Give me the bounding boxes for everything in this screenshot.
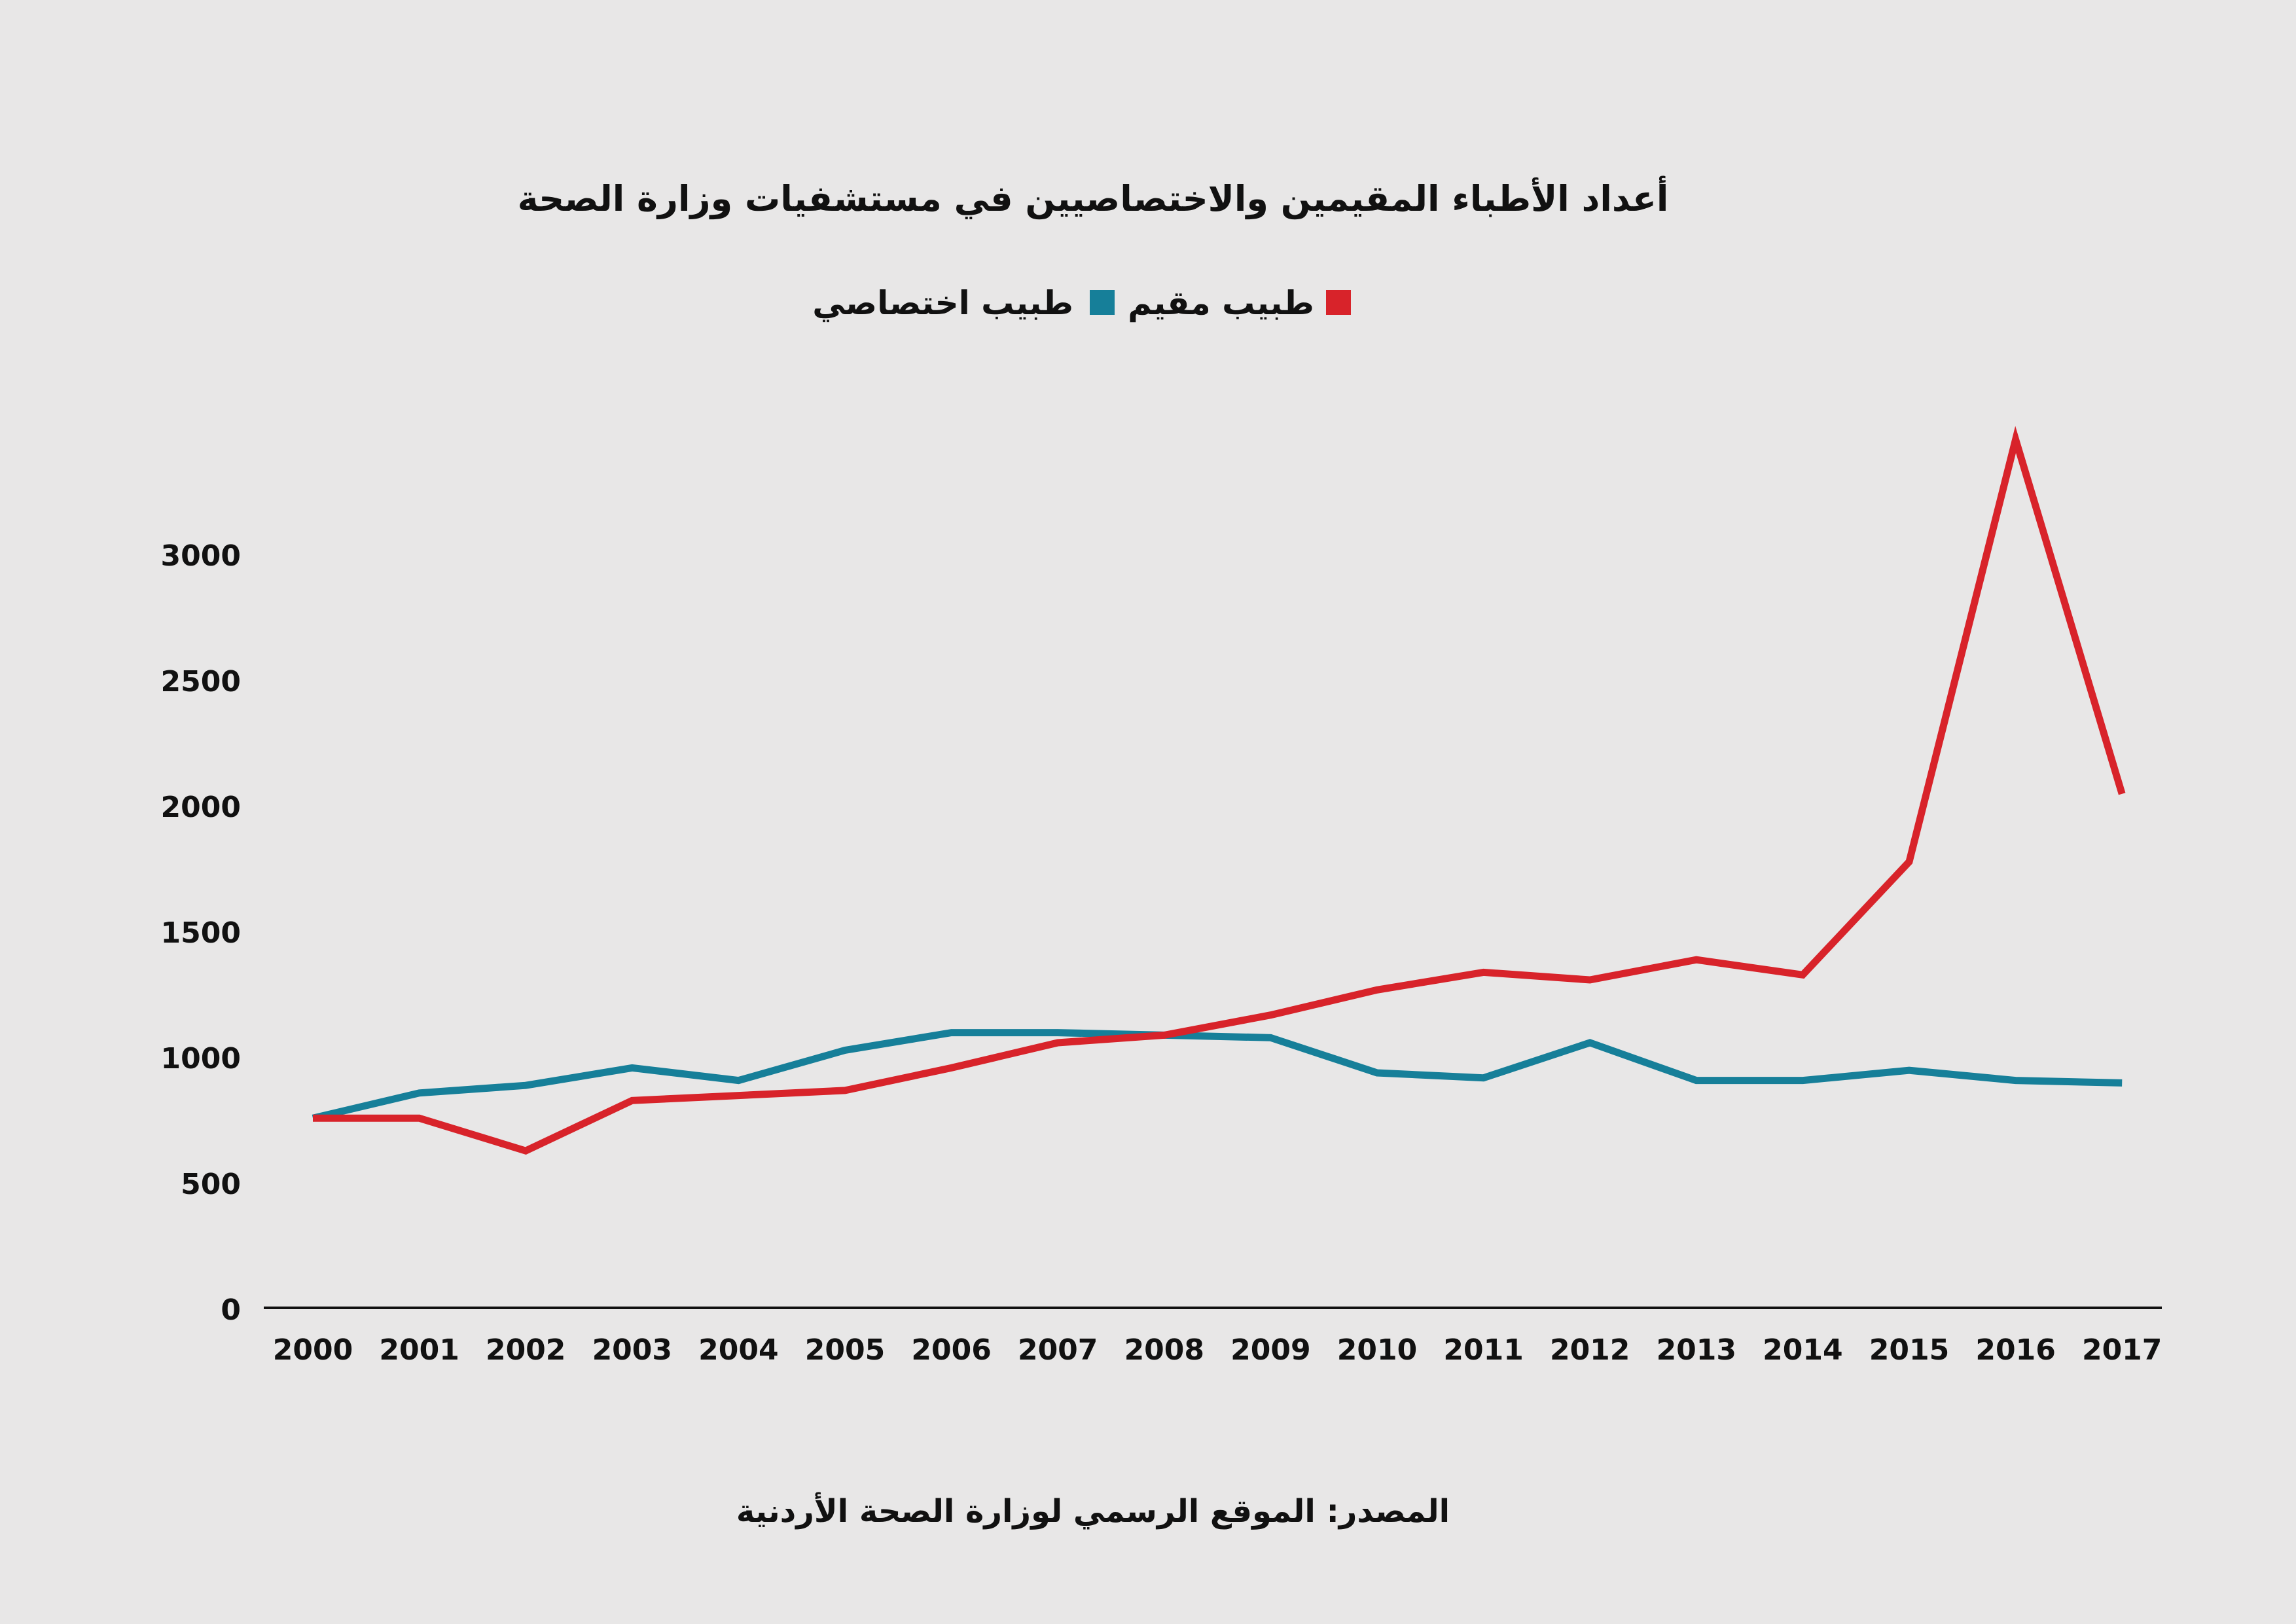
x-tick-label: 2003	[592, 1333, 672, 1367]
x-tick-label: 2005	[805, 1333, 885, 1367]
legend: طبيب مقيم طبيب اختصاصي	[812, 284, 1351, 322]
y-tick-label: 3000	[161, 539, 241, 573]
source-note: المصدر: الموقع الرسمي لوزارة الصحة الأرد…	[736, 1492, 1450, 1530]
x-tick-label: 2001	[379, 1333, 459, 1367]
y-tick-label: 1000	[161, 1042, 241, 1075]
legend-swatch-specialist	[1090, 290, 1115, 315]
x-tick-label: 2002	[486, 1333, 565, 1367]
x-tick-label: 2015	[1869, 1333, 1949, 1367]
x-tick-label: 2010	[1337, 1333, 1417, 1367]
x-tick-label: 2017	[2082, 1333, 2162, 1367]
x-tick-label: 2006	[911, 1333, 991, 1367]
x-tick-label: 2013	[1657, 1333, 1736, 1367]
y-axis: 0 500 1000 1500 2000 2500 3000	[161, 539, 241, 1327]
y-tick-label: 1500	[161, 916, 241, 950]
x-tick-label: 2000	[273, 1333, 353, 1367]
legend-label-resident: طبيب مقيم	[1128, 284, 1314, 322]
y-tick-label: 0	[221, 1293, 241, 1327]
series-line-resident	[313, 425, 2126, 1155]
x-axis: 2000 2001 2002 2003 2004 2005 2006 2007 2008 2009…	[273, 1333, 2162, 1367]
x-tick-label: 2009	[1230, 1333, 1310, 1367]
y-tick-label: 500	[181, 1168, 241, 1201]
plot-area	[312, 425, 2126, 1155]
x-tick-label: 2011	[1443, 1333, 1523, 1367]
x-tick-label: 2004	[698, 1333, 778, 1367]
chart-title: أعداد الأطباء المقيمين والاختصاصيين في م…	[518, 175, 1669, 219]
x-tick-label: 2007	[1018, 1333, 1098, 1367]
legend-label-specialist: طبيب اختصاصي	[812, 284, 1073, 322]
y-tick-label: 2500	[161, 665, 241, 698]
x-tick-label: 2012	[1550, 1333, 1630, 1367]
series-line-specialist	[312, 1029, 2123, 1122]
x-tick-label: 2008	[1124, 1333, 1204, 1367]
x-tick-label: 2016	[1975, 1333, 2055, 1367]
y-tick-label: 2000	[161, 791, 241, 824]
legend-swatch-resident	[1326, 290, 1351, 315]
x-tick-label: 2014	[1763, 1333, 1842, 1367]
